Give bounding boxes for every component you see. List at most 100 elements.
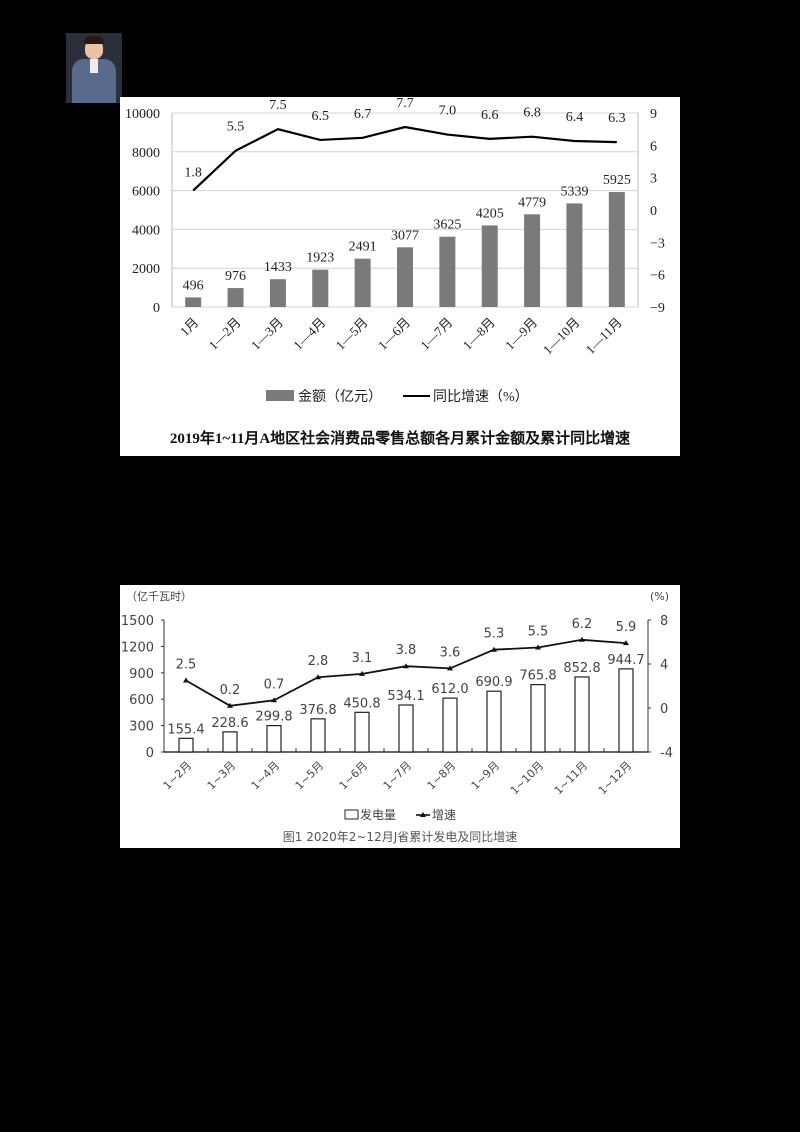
x-tick-label: 1—9月	[502, 315, 540, 353]
bar-value-label: 496	[183, 278, 204, 293]
y2-tick-label: 4	[660, 658, 668, 673]
bar	[222, 731, 238, 753]
bar-value-label: 1923	[306, 251, 334, 266]
y2-tick-label: 0	[660, 702, 668, 717]
y2-tick-label: -4	[660, 746, 673, 761]
line-marker	[227, 702, 233, 708]
x-tick-label: 1—10月	[540, 315, 583, 358]
y-tick-label: 8000	[132, 146, 160, 161]
bar-value-label: 976	[225, 269, 246, 284]
bar	[566, 203, 583, 307]
y2-tick-label: 6	[650, 139, 657, 154]
x-tick-label: 1—11月	[582, 315, 624, 357]
y-tick-label: 1200	[121, 640, 154, 655]
x-tick-label: 1~4月	[249, 759, 282, 792]
bar	[481, 225, 498, 307]
line-value-label: 6.3	[608, 111, 626, 126]
legend-line-label: 增速	[432, 808, 456, 822]
bar	[486, 690, 502, 753]
line-marker	[183, 677, 189, 683]
line-value-label: 2.8	[308, 654, 329, 669]
y-tick-label: 2000	[132, 262, 160, 277]
bar-value-label: 612.0	[431, 682, 468, 697]
line-value-label: 0.2	[220, 683, 241, 698]
line-value-label: 6.2	[572, 617, 593, 632]
bar	[178, 737, 194, 753]
bar-value-label: 2491	[349, 240, 377, 255]
y-tick-label: 300	[129, 720, 154, 735]
y-axis-unit: （亿千瓦时）	[126, 590, 192, 603]
x-tick-label: 1~8月	[425, 759, 458, 792]
x-tick-label: 1—2月	[205, 315, 243, 353]
bar	[312, 269, 329, 307]
line-marker	[315, 674, 321, 680]
y-tick-label: 4000	[132, 223, 160, 238]
line-value-label: 6.8	[523, 106, 541, 121]
x-tick-label: 1~5月	[293, 759, 326, 792]
x-tick-label: 1—7月	[417, 315, 455, 353]
line-value-label: 3.1	[352, 651, 373, 666]
bar	[574, 676, 590, 753]
y2-tick-label: −6	[650, 269, 665, 284]
bar-value-label: 4205	[476, 206, 504, 221]
bar-value-label: 450.8	[343, 696, 380, 711]
legend-bar-label: 金额（亿元）	[298, 389, 382, 405]
bar-value-label: 299.8	[255, 710, 292, 725]
line-value-label: 6.7	[354, 107, 372, 122]
x-tick-label: 1~10月	[508, 759, 546, 797]
photo-hair	[84, 36, 104, 44]
legend-line-label: 同比增速（%）	[433, 389, 529, 405]
bar	[439, 236, 456, 307]
x-tick-label: 1—6月	[375, 315, 413, 353]
line-value-label: 6.5	[312, 109, 330, 124]
line-value-label: 5.5	[227, 120, 245, 135]
line-marker	[447, 665, 453, 671]
line-value-label: 3.6	[440, 645, 461, 660]
line-value-label: 6.4	[566, 110, 584, 125]
line-value-label: 6.6	[481, 108, 499, 123]
line-value-label: 5.5	[528, 625, 549, 640]
y2-tick-label: 9	[650, 107, 657, 122]
bar	[354, 258, 371, 307]
line-marker	[359, 670, 365, 676]
line-value-label: 7.5	[269, 98, 287, 113]
bar	[442, 697, 458, 753]
line-value-label: 5.9	[616, 620, 637, 635]
chart-retail-sales-svg: 0 2000 4000 6000 8000 10000 −9 −6 −3 0 3 6 9 496 976 14…	[125, 96, 665, 447]
bar-value-label: 765.8	[519, 669, 556, 684]
y2-axis-unit: (%)	[650, 590, 669, 603]
y-tick-label: 0	[146, 746, 154, 761]
x-tick-label: 1~6月	[337, 759, 370, 792]
bar	[397, 247, 413, 307]
y-tick-label: 10000	[125, 107, 160, 122]
bar-value-label: 3077	[391, 228, 419, 243]
bar-value-label: 228.6	[211, 716, 248, 731]
bar	[185, 297, 202, 307]
chart-power-generation: （亿千瓦时） (%) 0 300 600 900 1200 1500 -4 0 4 8 155.4 228…	[120, 585, 680, 848]
x-tick-label: 1~12月	[596, 759, 634, 797]
bar	[524, 214, 541, 307]
legend-bar-label: 发电量	[360, 807, 396, 822]
bar	[608, 192, 625, 307]
line-marker	[491, 646, 497, 652]
y2-tick-label: −9	[650, 301, 665, 316]
bar-value-label: 376.8	[299, 703, 336, 718]
line-value-label: 7.7	[396, 97, 414, 111]
line-value-label: 3.8	[396, 643, 417, 658]
chart-retail-sales: 0 2000 4000 6000 8000 10000 −9 −6 −3 0 3 6 9 496 976 14…	[120, 96, 680, 456]
y2-tick-label: 0	[650, 204, 657, 219]
x-tick-label: 1月	[177, 315, 201, 339]
bar	[354, 711, 370, 753]
x-tick-label: 1—4月	[290, 315, 328, 353]
bar-value-label: 5925	[603, 173, 631, 188]
line-value-label: 5.3	[484, 627, 505, 642]
bar	[266, 725, 282, 753]
legend-bar-swatch	[266, 390, 294, 401]
bar	[618, 668, 634, 753]
line-value-label: 2.5	[176, 658, 197, 673]
bar-value-label: 944.7	[607, 653, 644, 668]
presenter-photo	[66, 33, 122, 103]
y-tick-label: 1500	[121, 614, 154, 629]
line-marker	[623, 640, 629, 646]
x-tick-label: 1~11月	[552, 759, 590, 797]
